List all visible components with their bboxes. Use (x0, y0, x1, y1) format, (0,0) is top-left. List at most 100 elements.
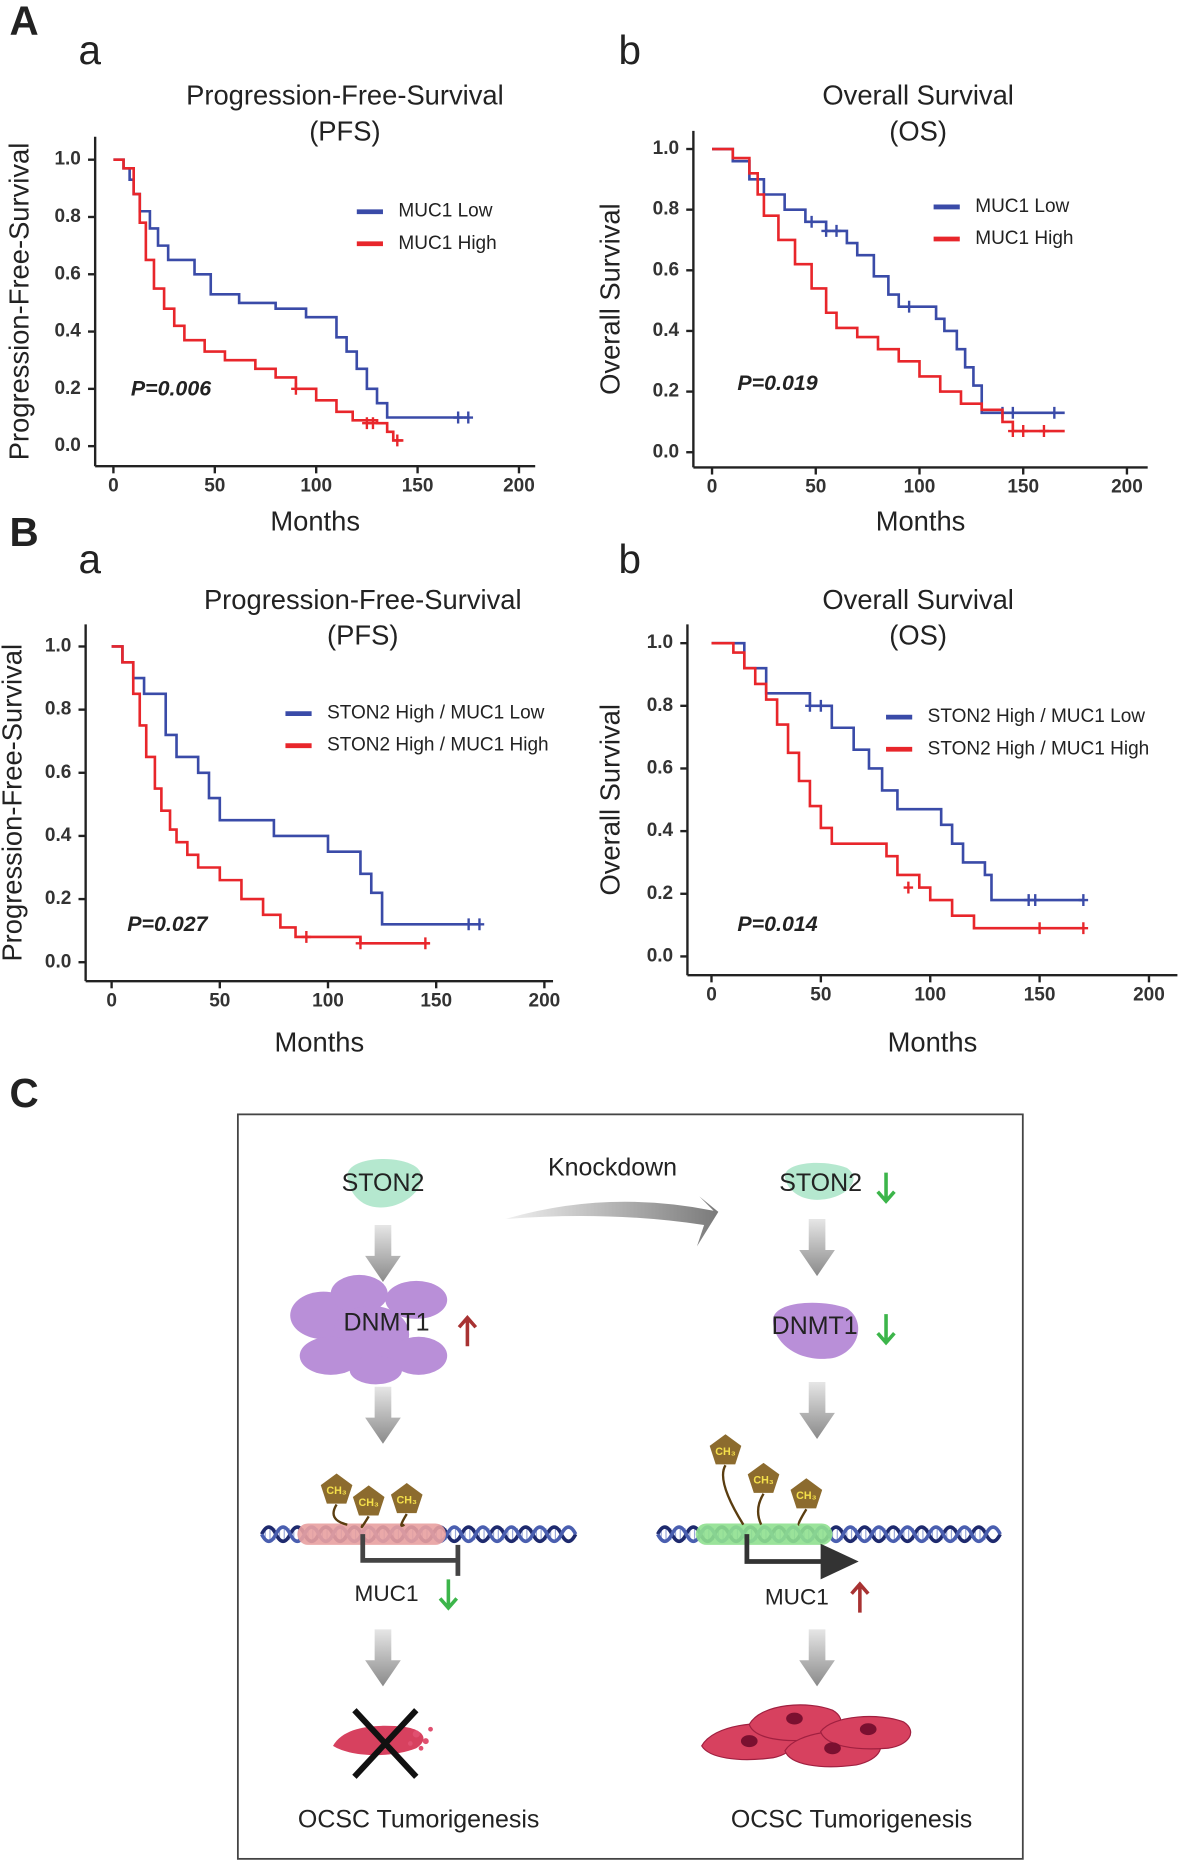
methyl-group (390, 1483, 423, 1514)
dnmt1-blob (773, 1302, 859, 1359)
diagram: STON2 DNMT1 CH₃ CH₃ CH₃ MUC1 OCSC Tumorige… (236, 1113, 1024, 1860)
y-axis-label: Progression-Free-Survival (0, 644, 28, 962)
x-tick-label: 100 (904, 477, 936, 498)
x-axis-label: Months (275, 1026, 365, 1057)
y-tick-label: 0.2 (45, 888, 71, 909)
x-axis-label: Months (888, 1026, 978, 1057)
x-tick-label: 0 (707, 477, 718, 498)
methyl-group (352, 1485, 385, 1516)
censor-mark (420, 937, 431, 950)
down-arrow (876, 1314, 896, 1346)
outcome-label: OCSC Tumorigenesis (298, 1805, 539, 1833)
dnmt1-blob (299, 1336, 362, 1375)
enzyme-label: DNMT1 (344, 1308, 430, 1336)
y-tick-label: 0.6 (45, 762, 71, 783)
nucleus (859, 1723, 877, 1736)
survival-curve (711, 641, 1084, 902)
sub-label: b (618, 536, 640, 582)
x-tick-label: 150 (420, 990, 452, 1011)
censor-mark (463, 411, 474, 424)
censor-mark (1034, 922, 1045, 935)
x-tick-label: 200 (529, 990, 561, 1011)
censor-mark (463, 918, 474, 931)
panel-label: C (10, 1070, 39, 1116)
censor-mark (1030, 894, 1040, 906)
methyl-label: CH₃ (326, 1485, 346, 1497)
protein-label: STON2 (342, 1169, 425, 1197)
methyl-stem (400, 1513, 408, 1527)
censor-mark (806, 215, 817, 228)
chart-subtitle: (PFS) (309, 115, 380, 146)
y-tick-label: 0.2 (653, 381, 679, 402)
cell (333, 1725, 424, 1756)
ston2-blob (784, 1162, 854, 1200)
panel-label: A (10, 0, 39, 43)
debris (407, 1726, 433, 1751)
methyl-stem (360, 1515, 370, 1529)
survival-curve (113, 158, 404, 442)
censor-mark (368, 417, 378, 430)
sub-label: a (79, 536, 102, 582)
chart-title: Overall Survival (822, 80, 1013, 111)
chart-subtitle: (OS) (889, 115, 947, 146)
enzyme-label: DNMT1 (772, 1312, 858, 1340)
y-tick-label: 0.4 (647, 820, 674, 841)
legend-label: STON2 High / MUC1 High (327, 735, 549, 756)
censor-mark (904, 300, 914, 313)
dnmt1-blob (330, 1274, 388, 1313)
censor-mark (831, 224, 842, 237)
methyl-label: CH₃ (359, 1497, 379, 1509)
methyl-label: CH₃ (397, 1495, 417, 1507)
methyl-stem (797, 1508, 808, 1526)
legend-label: STON2 High / MUC1 High (928, 738, 1150, 759)
methyl-stem (332, 1503, 348, 1526)
x-tick-label: 150 (1007, 477, 1039, 498)
x-tick-label: 50 (204, 475, 225, 496)
legend-label: STON2 High / MUC1 Low (327, 703, 545, 724)
gene-label: MUC1 (355, 1581, 419, 1606)
chart: 0 50 100 150 200 0.0 0.2 0.4 0.6 0.8 1.0 Overall Su… (595, 584, 1178, 1057)
inhibition (360, 1534, 461, 1576)
censor-mark (1078, 922, 1089, 935)
down-arrow (876, 1172, 896, 1204)
down-arrow (438, 1579, 459, 1611)
activation (744, 1534, 827, 1564)
y-tick-label: 0.2 (647, 883, 673, 904)
censor-mark (903, 881, 914, 894)
methyl-label: CH₃ (715, 1446, 735, 1458)
y-tick-label: 0.0 (653, 441, 679, 462)
y-axis-label: Overall Survival (595, 203, 626, 394)
survival-curve (712, 147, 1065, 433)
y-tick-label: 1.0 (653, 138, 679, 159)
sub-label: a (79, 27, 102, 73)
knockdown-label: Knockdown (548, 1154, 677, 1182)
nucleus (786, 1712, 803, 1725)
censor-mark (355, 937, 366, 950)
dnmt1-blob (349, 1355, 402, 1385)
nuclei (740, 1712, 877, 1755)
methyl-group (747, 1462, 780, 1493)
p-value: P=0.019 (737, 371, 817, 395)
dnmt1-blob (390, 1336, 448, 1375)
chart: 0 50 100 150 200 0.0 0.2 0.4 0.6 0.8 1.0 Progressio… (4, 80, 536, 537)
y-tick-label: 0.8 (54, 206, 80, 227)
x-tick-label: 200 (1111, 477, 1143, 498)
y-tick-label: 0.8 (647, 695, 673, 716)
y-axis-label: Progression-Free-Survival (4, 143, 35, 461)
methyl-group (320, 1473, 353, 1504)
legend-label: STON2 High / MUC1 Low (928, 706, 1146, 727)
chart-title: Progression-Free-Survival (204, 584, 522, 615)
sub-label: b (618, 27, 640, 73)
censor-mark (805, 699, 815, 712)
y-tick-label: 0.8 (45, 699, 71, 720)
legend-label: MUC1 Low (398, 201, 492, 222)
x-tick-label: 200 (1133, 984, 1165, 1005)
y-tick-label: 0.0 (647, 945, 673, 966)
y-tick-label: 0.6 (653, 259, 679, 280)
censor-mark (1008, 406, 1018, 419)
censor-mark (1078, 894, 1089, 906)
cross (352, 1708, 419, 1779)
survival-curve (111, 645, 430, 945)
p-value: P=0.006 (131, 377, 212, 401)
